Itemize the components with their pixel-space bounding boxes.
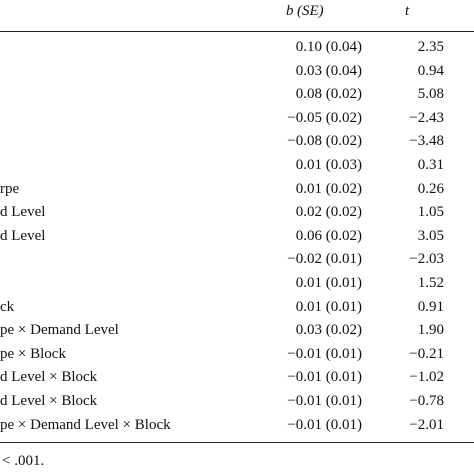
table-row: pe × Demand Level 0.03 (0.02) 1.90 [0, 319, 474, 342]
t-value: −3.48 [409, 133, 444, 150]
coefficient: −0.01 (0.01) [287, 393, 362, 409]
coefficient: 0.06 (0.02) [295, 227, 362, 244]
table-row: d Level 0.06 (0.02) 3.05 [0, 225, 474, 248]
coefficient: 0.08 (0.02) [295, 86, 362, 103]
row-label: pe × Block [0, 345, 66, 362]
table-row: −0.08 (0.02) −3.48 [0, 130, 474, 153]
row-label: d Level [0, 204, 46, 221]
table-row: d Level × Block −0.01 (0.01) −0.78 [0, 390, 474, 413]
table-row: −0.02 (0.01) −2.03 [0, 248, 474, 271]
table-row: −0.05 (0.02) −2.43 [0, 107, 474, 130]
row-label: ck [0, 298, 15, 315]
t-value: −1.02 [409, 369, 444, 386]
t-value: 2.35 [417, 39, 444, 55]
coefficient: −0.01 (0.01) [287, 369, 362, 386]
table-row: 0.01 (0.03) 0.31 [0, 154, 474, 177]
table-row: 0.01 (0.01) 1.52 [0, 272, 474, 295]
coefficient: 0.01 (0.01) [295, 275, 362, 291]
coefficient: −0.01 (0.01) [287, 345, 362, 362]
coefficient: −0.05 (0.02) [287, 109, 362, 126]
coefficient: 0.03 (0.02) [295, 322, 362, 339]
row-label: pe × Demand Level × Block [0, 416, 171, 433]
coefficient: 0.02 (0.02) [295, 204, 362, 221]
table-row: d Level 0.02 (0.02) 1.05 [0, 201, 474, 224]
coefficient: 0.01 (0.01) [295, 298, 362, 315]
coefficient: 0.01 (0.02) [295, 180, 362, 197]
t-value: 0.91 [417, 298, 444, 315]
coefficient: −0.02 (0.01) [287, 251, 362, 268]
header-rule [0, 31, 474, 32]
bottom-rule [0, 442, 474, 443]
t-value: 0.26 [417, 180, 444, 197]
coefficient: 0.01 (0.03) [295, 157, 362, 173]
table-row: pe × Block −0.01 (0.01) −0.21 [0, 343, 474, 366]
row-label: pe × Demand Level [0, 322, 119, 339]
coefficient: −0.01 (0.01) [287, 416, 362, 433]
coefficient: 0.10 (0.04) [295, 39, 362, 55]
coefficient: −0.08 (0.02) [287, 133, 362, 150]
t-value: 1.05 [417, 204, 444, 221]
table-row: 0.03 (0.04) 0.94 [0, 60, 474, 83]
row-label: rpe [0, 180, 20, 197]
row-label: d Level [0, 227, 46, 244]
t-value: 5.08 [417, 86, 444, 103]
footnote: < .001. [2, 453, 45, 469]
header-b: b [286, 3, 294, 19]
t-value: 1.90 [417, 322, 444, 339]
t-value: −0.21 [409, 345, 444, 362]
t-value: −2.03 [409, 251, 444, 268]
t-value: −2.43 [409, 109, 444, 126]
table-row: rpe 0.01 (0.02) 0.26 [0, 178, 474, 201]
header-t: t [405, 3, 410, 19]
t-value: −0.78 [409, 393, 444, 409]
table-row: 0.10 (0.04) 2.35 [0, 36, 474, 59]
table-row: 0.08 (0.02) 5.08 [0, 83, 474, 106]
row-label: d Level × Block [0, 393, 98, 409]
coefficient: 0.03 (0.04) [295, 62, 362, 79]
row-label: d Level × Block [0, 369, 98, 386]
table-row: d Level × Block −0.01 (0.01) −1.02 [0, 366, 474, 389]
t-value: 0.31 [417, 157, 444, 173]
header-se: (SE) [297, 3, 324, 19]
t-value: 0.94 [417, 62, 444, 79]
table-row: ck 0.01 (0.01) 0.91 [0, 296, 474, 319]
table-row: pe × Demand Level × Block −0.01 (0.01) −2.… [0, 414, 474, 437]
t-value: 3.05 [417, 227, 444, 244]
t-value: 1.52 [417, 275, 444, 291]
t-value: −2.01 [409, 416, 444, 433]
